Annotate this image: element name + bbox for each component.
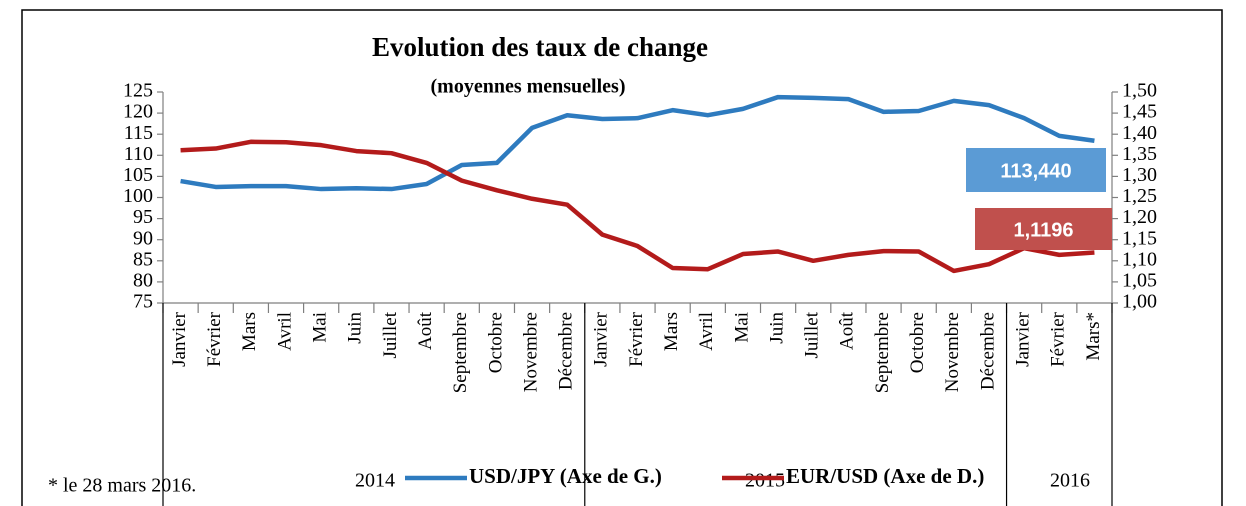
value-label-box bbox=[966, 148, 1106, 192]
x-tick-label: Avril bbox=[274, 312, 295, 351]
x-tick-label: Mars* bbox=[1083, 312, 1104, 361]
x-tick-label: Février bbox=[1048, 311, 1069, 367]
x-tick-label: Août bbox=[415, 311, 436, 350]
x-tick-label: Juillet bbox=[802, 311, 823, 358]
x-tick-label: Février bbox=[626, 311, 647, 367]
x-tick-label: Avril bbox=[696, 312, 717, 351]
chart-subtitle: (moyennes mensuelles) bbox=[431, 76, 626, 98]
group-label: 2016 bbox=[1050, 470, 1090, 492]
y-tick-label: 105 bbox=[123, 164, 153, 186]
chart-title: Evolution des taux de change bbox=[372, 32, 708, 62]
x-tick-label: Octobre bbox=[485, 312, 506, 373]
group-label: 2015 bbox=[745, 470, 785, 492]
x-tick-label: Novembre bbox=[942, 312, 963, 392]
y2-tick-label: 1,05 bbox=[1122, 269, 1157, 291]
y2-tick-label: 1,50 bbox=[1122, 80, 1157, 102]
y-tick-label: 75 bbox=[133, 291, 153, 313]
y2-tick-label: 1,35 bbox=[1122, 143, 1157, 165]
series-line bbox=[180, 139, 1095, 274]
frame bbox=[21, 9, 1223, 506]
y-tick-label: 95 bbox=[133, 206, 153, 228]
y-tick-label: 120 bbox=[123, 101, 153, 123]
x-tick-label: Septembre bbox=[450, 312, 471, 393]
x-tick-label: Décembre bbox=[977, 312, 998, 390]
y2-tick-label: 1,10 bbox=[1122, 248, 1157, 270]
legend-label: USD/JPY (Axe de G.) bbox=[469, 464, 662, 488]
x-tick-label: Juin bbox=[766, 312, 787, 344]
y-tick-label: 115 bbox=[124, 122, 153, 144]
y2-tick-label: 1,25 bbox=[1122, 185, 1157, 207]
x-tick-label: Janvier bbox=[169, 311, 190, 367]
y-tick-label: 110 bbox=[124, 143, 153, 165]
y2-tick-label: 1,30 bbox=[1122, 164, 1157, 186]
y-tick-label: 125 bbox=[123, 80, 153, 102]
y-tick-label: 90 bbox=[133, 227, 153, 249]
x-tick-label: Mai bbox=[310, 312, 331, 343]
x-tick-label: Janvier bbox=[1012, 311, 1033, 367]
x-tick-label: Juillet bbox=[380, 311, 401, 358]
x-tick-label: Septembre bbox=[872, 312, 893, 393]
y2-tick-label: 1,40 bbox=[1122, 122, 1157, 144]
x-tick-label: Mai bbox=[731, 312, 752, 343]
value-label-box bbox=[975, 208, 1112, 250]
y-tick-label: 100 bbox=[123, 185, 153, 207]
y2-tick-label: 1,00 bbox=[1122, 291, 1157, 313]
group-label: 2014 bbox=[355, 470, 395, 492]
x-tick-label: Octobre bbox=[907, 312, 928, 373]
y2-tick-label: 1,15 bbox=[1122, 227, 1157, 249]
y2-tick-label: 1,20 bbox=[1122, 206, 1157, 228]
value-label: 113,440 bbox=[1000, 160, 1071, 182]
footnote: * le 28 mars 2016. bbox=[48, 475, 196, 497]
legend-label: EUR/USD (Axe de D.) bbox=[786, 464, 984, 488]
x-tick-label: Juin bbox=[345, 312, 366, 344]
x-tick-label: Janvier bbox=[591, 311, 612, 367]
x-tick-label: Décembre bbox=[556, 312, 577, 390]
x-tick-label: Août bbox=[837, 311, 858, 350]
x-tick-label: Mars bbox=[661, 312, 682, 351]
y2-tick-label: 1,45 bbox=[1122, 101, 1157, 123]
series-line bbox=[180, 94, 1095, 192]
y-tick-label: 85 bbox=[133, 248, 153, 270]
x-tick-label: Février bbox=[204, 311, 225, 367]
x-tick-label: Mars bbox=[239, 312, 260, 351]
x-tick-label: Novembre bbox=[520, 312, 541, 392]
y-tick-label: 80 bbox=[133, 269, 153, 291]
value-label: 1,1196 bbox=[1013, 219, 1073, 241]
